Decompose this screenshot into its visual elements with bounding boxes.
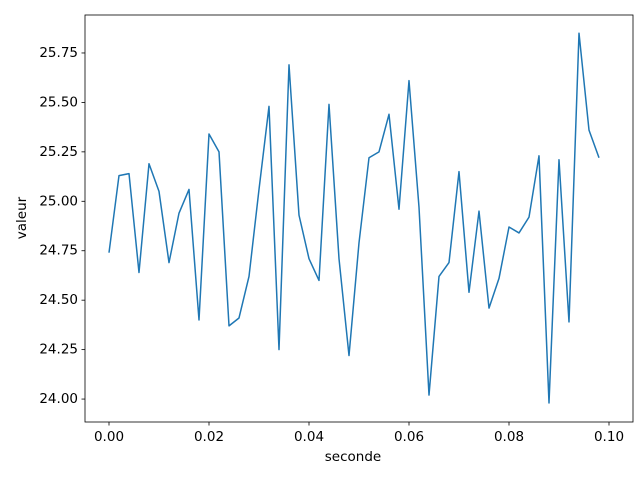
data-line xyxy=(108,32,600,404)
x-tick-label: 0.08 xyxy=(494,429,524,445)
x-tick-label: 0.02 xyxy=(194,429,224,445)
x-tick-label: 0.10 xyxy=(594,429,624,445)
y-tick-label: 25.00 xyxy=(39,193,78,209)
y-tick-label: 25.75 xyxy=(39,45,78,61)
x-tick-label: 0.06 xyxy=(394,429,424,445)
y-axis-label: valeur xyxy=(14,196,30,239)
y-tick-label: 24.75 xyxy=(39,243,78,259)
y-tick-label: 24.25 xyxy=(39,342,78,358)
x-tick-label: 0.00 xyxy=(94,429,124,445)
x-tick-label: 0.04 xyxy=(294,429,324,445)
y-tick-label: 24.00 xyxy=(39,391,78,407)
axes-frame xyxy=(84,14,634,423)
x-axis-label: seconde xyxy=(325,449,381,465)
y-tick-label: 24.50 xyxy=(39,292,78,308)
y-tick-label: 25.50 xyxy=(39,94,78,110)
y-tick-label: 25.25 xyxy=(39,144,78,160)
